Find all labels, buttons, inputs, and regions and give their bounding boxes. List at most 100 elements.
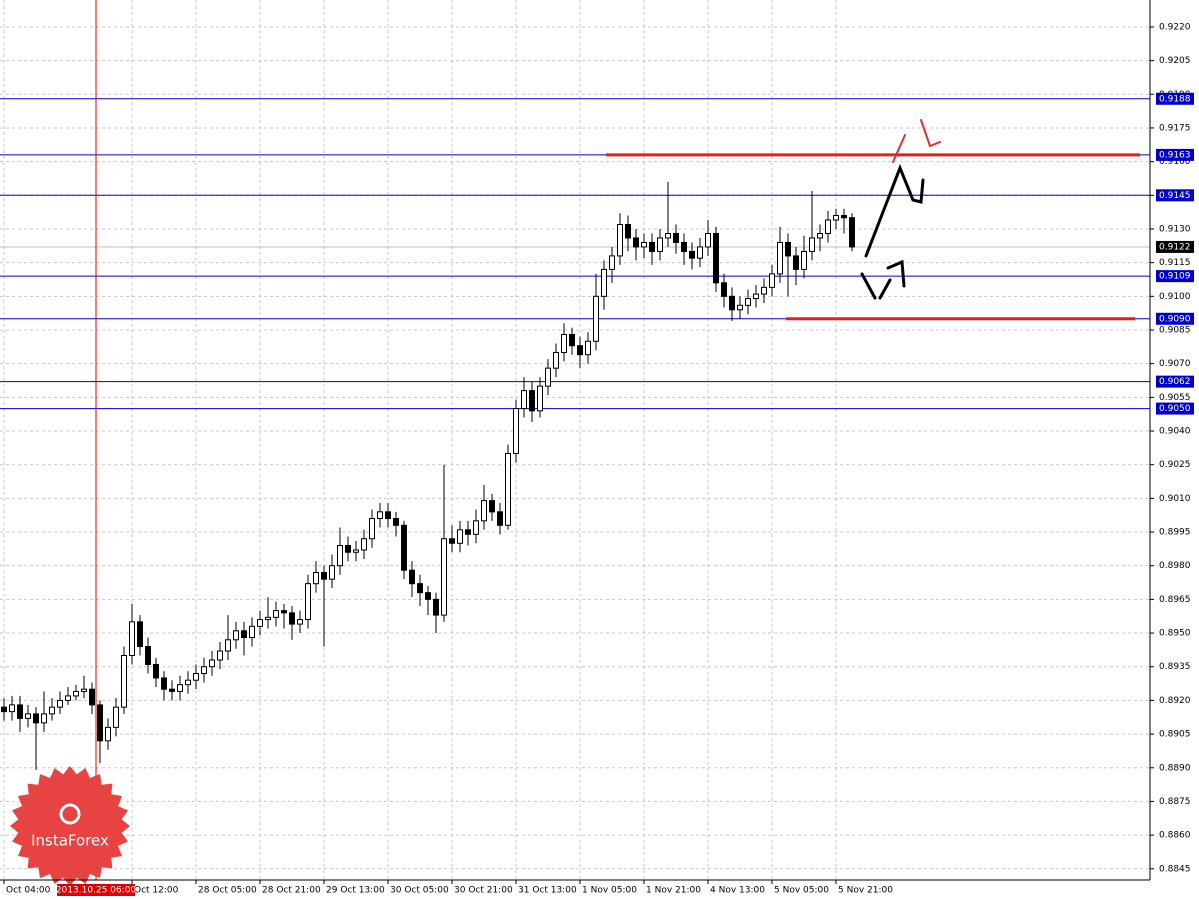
- candle-body: [145, 646, 151, 665]
- watermark-icon: [59, 803, 81, 825]
- candle-body: [17, 704, 23, 719]
- candle-body: [585, 340, 591, 356]
- candle-body: [833, 215, 839, 221]
- candle-body: [809, 237, 815, 252]
- candle-body: [25, 713, 31, 719]
- candle-body: [153, 663, 159, 679]
- y-tick-label: 0.9205: [1159, 56, 1191, 66]
- candle-body: [505, 452, 511, 526]
- candle-body: [201, 666, 207, 674]
- candle-body: [649, 241, 655, 252]
- candle-body: [497, 511, 503, 526]
- candle-body: [393, 518, 399, 526]
- candle-body: [825, 219, 831, 234]
- y-tick-label: 0.9025: [1159, 460, 1191, 470]
- candle-body: [697, 246, 703, 259]
- watermark-badge: [10, 766, 130, 886]
- watermark: InstaForex: [10, 766, 130, 886]
- x-tick-label: 30 Oct 05:00: [390, 886, 449, 896]
- y-tick-label: 0.9010: [1159, 494, 1191, 504]
- candle-body: [529, 390, 535, 412]
- candle-body: [417, 583, 423, 594]
- y-tick-label: 0.9055: [1159, 393, 1191, 403]
- y-tick-label: 0.8875: [1159, 797, 1191, 807]
- y-tick-label: 0.9175: [1159, 123, 1191, 133]
- level-label-box: [1156, 312, 1194, 325]
- candle-body: [193, 672, 199, 681]
- x-tick-label: 5 Nov 05:00: [774, 886, 829, 896]
- candle-body: [265, 616, 271, 621]
- candle-body: [409, 569, 415, 585]
- candle-body: [249, 625, 255, 639]
- cursor-label-box: [57, 884, 135, 896]
- x-tick-label: Oct 04:00: [6, 886, 51, 896]
- candle-body: [689, 250, 695, 259]
- candle-body: [665, 232, 671, 239]
- y-tick-label: 0.8905: [1159, 730, 1191, 740]
- candle-body: [577, 345, 583, 356]
- y-tick-label: 0.8845: [1159, 864, 1191, 874]
- candle-body: [793, 255, 799, 270]
- candle-body: [225, 639, 231, 652]
- y-tick-label: 0.8935: [1159, 662, 1191, 672]
- candle-body: [625, 223, 631, 239]
- x-tick-label: 5 Nov 21:00: [838, 886, 893, 896]
- level-label: 0.9188: [1159, 94, 1191, 104]
- y-tick-label: 0.8860: [1159, 831, 1191, 841]
- y-tick-label: 0.9220: [1159, 22, 1191, 32]
- x-tick-label: 29 Oct 13:00: [326, 886, 385, 896]
- y-tick-label: 0.9070: [1159, 359, 1191, 369]
- candle-body: [105, 726, 111, 742]
- candle-body: [33, 713, 39, 724]
- candle-body: [65, 695, 71, 701]
- y-tick-label: 0.9115: [1159, 258, 1191, 268]
- price-label-box: [1156, 240, 1194, 253]
- y-tick-label: 0.8980: [1159, 561, 1191, 571]
- candle-body: [641, 241, 647, 248]
- candle-body: [313, 571, 319, 585]
- candle-body: [737, 304, 743, 311]
- candle-body: [761, 286, 767, 295]
- y-tick-label: 0.8995: [1159, 528, 1191, 538]
- candle-body: [89, 688, 95, 706]
- candle-body: [169, 688, 175, 692]
- level-label-box: [1156, 189, 1194, 202]
- candle-body: [121, 655, 127, 708]
- candle-body: [441, 538, 447, 616]
- level-label: 0.9163: [1159, 150, 1191, 160]
- candle-body: [337, 545, 343, 567]
- candle-body: [465, 529, 471, 535]
- candle-body: [433, 598, 439, 616]
- candle-body: [681, 241, 687, 252]
- candle-body: [161, 677, 167, 690]
- price-label: 0.9122: [1159, 242, 1191, 252]
- candle-body: [617, 223, 623, 257]
- x-tick-label: 1 Nov 05:00: [582, 886, 637, 896]
- candle-body: [97, 704, 103, 742]
- candle-body: [41, 713, 47, 724]
- candle-body: [713, 232, 719, 284]
- cursor-label: 2013.10.25 06:00: [56, 886, 137, 896]
- candle-body: [49, 706, 55, 715]
- candle-body: [705, 232, 711, 248]
- x-tick-label: 31 Oct 13:00: [518, 886, 577, 896]
- candle-body: [601, 268, 607, 297]
- arrow-down-part: [860, 272, 877, 300]
- candle-body: [185, 679, 191, 686]
- level-label-box: [1156, 402, 1194, 415]
- candle-body: [345, 545, 351, 553]
- candle-body: [81, 688, 87, 692]
- candle-body: [353, 549, 359, 553]
- y-tick-label: 0.9040: [1159, 427, 1191, 437]
- x-tick-label: 1 Nov 21:00: [646, 886, 701, 896]
- candle-body: [841, 215, 847, 219]
- candle-body: [457, 529, 463, 544]
- candle-body: [521, 390, 527, 410]
- candle-body: [401, 524, 407, 571]
- x-tick-label: Oct 12:00: [134, 886, 179, 896]
- candle-body: [305, 583, 311, 621]
- level-label: 0.9109: [1159, 272, 1191, 282]
- arrow-red: [892, 134, 906, 163]
- candle-body: [769, 273, 775, 288]
